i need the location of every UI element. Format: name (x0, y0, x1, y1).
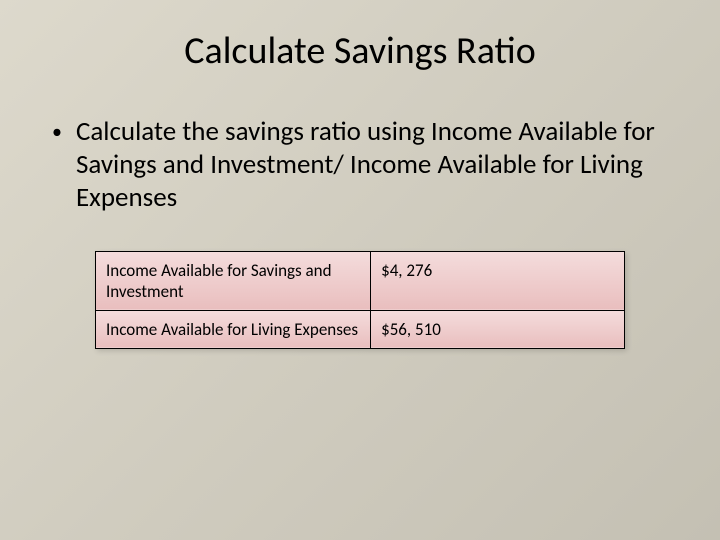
row-value: $56, 510 (371, 310, 625, 348)
row-label: Income Available for Savings and Investm… (96, 251, 371, 310)
page-title: Calculate Savings Ratio (48, 28, 672, 74)
bullet-text: Calculate the savings ratio using Income… (76, 116, 672, 215)
savings-ratio-table: Income Available for Savings and Investm… (95, 251, 625, 349)
table-row: Income Available for Savings and Investm… (96, 251, 625, 310)
row-value: $4, 276 (371, 251, 625, 310)
table-row: Income Available for Living Expenses $56… (96, 310, 625, 348)
row-label: Income Available for Living Expenses (96, 310, 371, 348)
bullet-marker: • (52, 116, 62, 148)
slide-container: Calculate Savings Ratio • Calculate the … (0, 0, 720, 540)
bullet-item: • Calculate the savings ratio using Inco… (48, 116, 672, 215)
